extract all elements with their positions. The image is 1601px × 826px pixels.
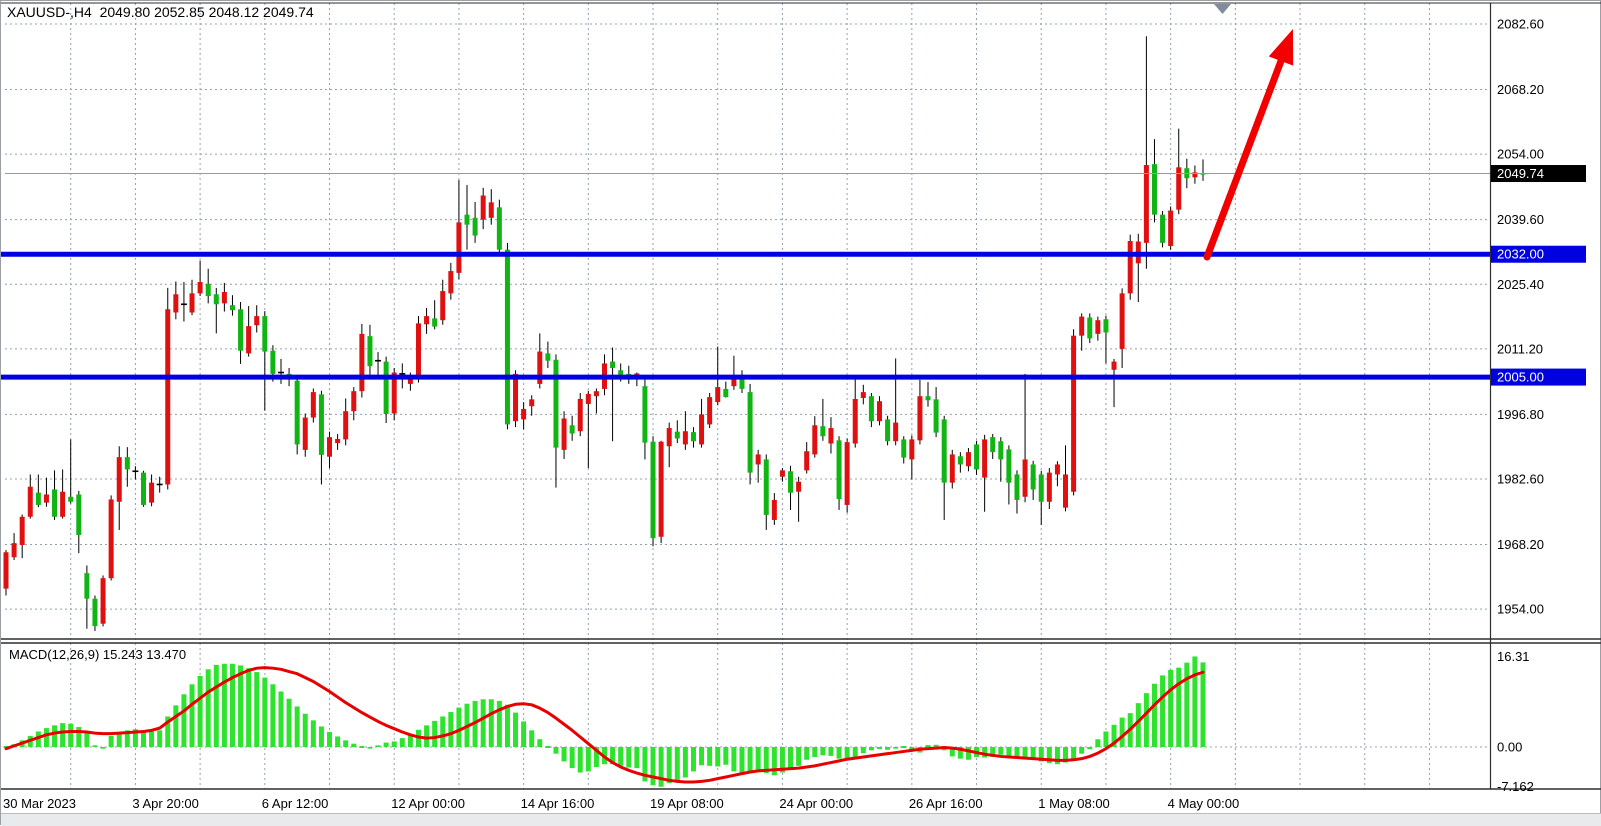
grid-lines bbox=[5, 3, 1490, 789]
level-price-badge bbox=[1491, 368, 1586, 386]
price-axis-label: 1996.80 bbox=[1497, 407, 1544, 422]
price-axis-label: 2025.40 bbox=[1497, 277, 1544, 292]
price-axis-label: 1954.00 bbox=[1497, 602, 1544, 617]
time-axis[interactable]: 30 Mar 2023 3 Apr 20:00 6 Apr 12:00 12 Apr … bbox=[3, 796, 1239, 811]
price-axis-label: 2068.20 bbox=[1497, 82, 1544, 97]
time-axis-label: 12 Apr 00:00 bbox=[391, 796, 465, 811]
price-axis-label: 1982.60 bbox=[1497, 472, 1544, 487]
price-axis-label: 1968.20 bbox=[1497, 537, 1544, 552]
time-axis-label: 4 May 00:00 bbox=[1168, 796, 1240, 811]
macd-signal-line bbox=[4, 666, 1205, 784]
time-axis-label: 30 Mar 2023 bbox=[3, 796, 76, 811]
chart-shift-marker-icon[interactable] bbox=[1214, 4, 1231, 14]
price-axis-label: 2039.60 bbox=[1497, 212, 1544, 227]
price-axis-label: 2054.00 bbox=[1497, 147, 1544, 162]
macd-histogram bbox=[3, 656, 1206, 787]
current-price-badge-text: 2049.74 bbox=[1497, 166, 1544, 181]
current-price-badge bbox=[1491, 165, 1586, 183]
time-axis-label: 26 Apr 16:00 bbox=[909, 796, 983, 811]
panel-borders bbox=[1, 2, 1601, 790]
horizontal-level-lines[interactable] bbox=[1, 251, 1490, 380]
macd-axis-label: 0.00 bbox=[1497, 740, 1522, 755]
time-axis-label: 24 Apr 00:00 bbox=[779, 796, 853, 811]
price-axis[interactable]: 2082.60 2068.20 2054.00 2039.60 2025.40 2011.… bbox=[1491, 17, 1586, 617]
macd-axis[interactable]: 16.31 0.00 -7.162 bbox=[1497, 649, 1534, 794]
price-axis-label: 2082.60 bbox=[1497, 17, 1544, 32]
time-axis-label: 1 May 08:00 bbox=[1038, 796, 1110, 811]
level-price-badge bbox=[1491, 245, 1586, 263]
macd-axis-label: -7.162 bbox=[1497, 779, 1534, 794]
trend-arrow[interactable] bbox=[1203, 29, 1294, 261]
time-axis-label: 14 Apr 16:00 bbox=[521, 796, 595, 811]
macd-axis-label: 16.31 bbox=[1497, 649, 1530, 664]
time-axis-label: 3 Apr 20:00 bbox=[132, 796, 199, 811]
bottom-strip bbox=[1, 813, 1601, 826]
candlestick-series bbox=[3, 36, 1206, 631]
time-axis-label: 19 Apr 08:00 bbox=[650, 796, 724, 811]
level-price-badge-text: 2005.00 bbox=[1497, 370, 1544, 385]
price-axis-label: 2011.20 bbox=[1497, 341, 1543, 356]
time-axis-label: 6 Apr 12:00 bbox=[262, 796, 329, 811]
level-price-badge-text: 2032.00 bbox=[1497, 247, 1544, 262]
